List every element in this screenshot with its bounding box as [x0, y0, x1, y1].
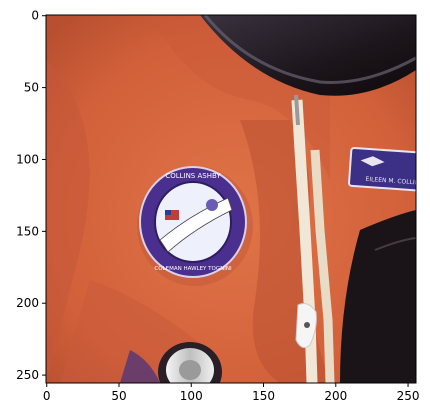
suit-fold-left	[46, 60, 90, 383]
suit-valve-hose	[120, 350, 160, 383]
y-tick-label: 200	[16, 296, 39, 310]
mission-patch: COLLINS ASHBY COLEMAN HAWLEY TOGNINI	[137, 166, 253, 286]
suit-valve	[158, 342, 222, 383]
name-tag: EILEEN M. COLLINS	[348, 146, 423, 192]
axes-frame	[45, 14, 417, 384]
helmet-right	[340, 210, 416, 383]
planet-icon	[206, 199, 218, 211]
flag-icon	[165, 210, 179, 220]
y-tick-label: 50	[24, 81, 39, 95]
x-tick-label: 250	[397, 389, 420, 403]
harness-clip-screw	[304, 322, 310, 328]
y-tick-label: 100	[16, 152, 39, 166]
y-tick-label: 150	[16, 224, 39, 238]
y-tick-label: 0	[31, 9, 39, 23]
shuttle-icon	[159, 197, 233, 253]
zipper-pull	[294, 94, 300, 126]
helmet-right-highlight	[374, 237, 416, 251]
astronaut-photo: EILEEN M. COLLINS COLLINS ASHBY COLEMAN …	[46, 15, 423, 383]
helmet-ring	[200, 15, 416, 96]
x-tick-label: 200	[324, 389, 347, 403]
patch-top-text: COLLINS ASHBY	[165, 172, 221, 180]
patch-bottom-text: COLEMAN HAWLEY TOGNINI	[154, 266, 232, 272]
name-tag-text: EILEEN M. COLLINS	[365, 176, 423, 187]
harness-strap-right	[310, 149, 335, 383]
x-tick-label: 0	[43, 389, 51, 403]
x-tick-label: 100	[180, 389, 203, 403]
helmet-ring-highlight	[203, 15, 416, 84]
x-tick-label: 150	[252, 389, 275, 403]
y-tick-label: 250	[16, 368, 39, 382]
x-tick-label: 50	[111, 389, 126, 403]
axis-ticks: 0 50 100 150 200 250 0 50 100 150 200 250	[16, 9, 419, 403]
wings-icon	[360, 156, 385, 167]
